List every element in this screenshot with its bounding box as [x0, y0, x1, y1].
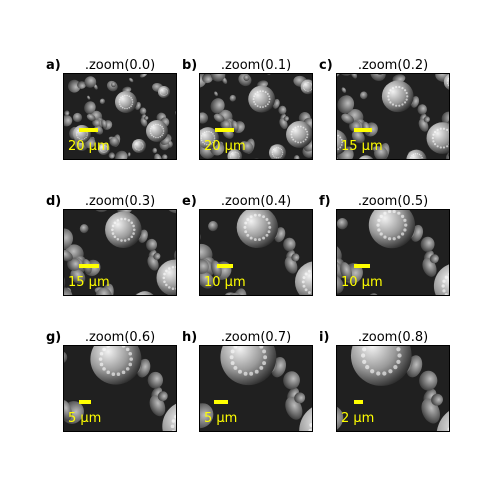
panel-title: .zoom(0.7) — [220, 330, 292, 345]
scale-label: 2 µm — [341, 411, 375, 426]
micrograph-panel: 20 µm — [199, 73, 313, 160]
panel-letter: b) — [182, 58, 198, 73]
panel-letter: c) — [319, 58, 333, 73]
scale-label: 15 µm — [341, 139, 383, 154]
panel-title: .zoom(0.0) — [84, 58, 156, 73]
micrograph-panel: 2 µm — [336, 345, 450, 432]
pollen-micrograph — [63, 209, 177, 296]
pollen-micrograph — [63, 73, 177, 160]
scale-label: 5 µm — [204, 411, 238, 426]
panel-letter: a) — [46, 58, 61, 73]
scale-bar — [354, 400, 363, 404]
scale-label: 5 µm — [68, 411, 102, 426]
panel-title: .zoom(0.5) — [357, 194, 429, 209]
scale-label: 10 µm — [341, 275, 383, 290]
scale-bar — [79, 264, 99, 268]
panel-title: .zoom(0.2) — [357, 58, 429, 73]
panel-title: .zoom(0.4) — [220, 194, 292, 209]
micrograph-panel: 20 µm — [63, 73, 177, 160]
scale-bar — [79, 400, 91, 404]
scale-bar — [354, 264, 370, 268]
scale-bar — [215, 128, 234, 132]
micrograph-panel: 10 µm — [199, 209, 313, 296]
micrograph-panel: 15 µm — [336, 73, 450, 160]
panel-letter: e) — [182, 194, 197, 209]
micrograph-panel: 15 µm — [63, 209, 177, 296]
panel-title: .zoom(0.3) — [84, 194, 156, 209]
scale-bar — [354, 128, 372, 132]
scale-label: 15 µm — [68, 275, 110, 290]
pollen-micrograph — [199, 73, 313, 160]
scale-label: 20 µm — [68, 139, 110, 154]
pollen-micrograph — [199, 345, 313, 432]
scale-bar — [79, 128, 98, 132]
pollen-micrograph — [336, 209, 450, 296]
scale-label: 20 µm — [204, 139, 246, 154]
scale-bar — [214, 400, 228, 404]
micrograph-panel: 5 µm — [63, 345, 177, 432]
scale-bar — [217, 264, 233, 268]
pollen-micrograph — [63, 345, 177, 432]
micrograph-panel: 10 µm — [336, 209, 450, 296]
pollen-micrograph — [199, 209, 313, 296]
pollen-micrograph — [336, 345, 450, 432]
panel-title: .zoom(0.8) — [357, 330, 429, 345]
panel-letter: g) — [46, 330, 62, 345]
panel-letter: d) — [46, 194, 62, 209]
panel-letter: f) — [319, 194, 331, 209]
pollen-micrograph — [336, 73, 450, 160]
panel-letter: h) — [182, 330, 198, 345]
panel-title: .zoom(0.1) — [220, 58, 292, 73]
panel-title: .zoom(0.6) — [84, 330, 156, 345]
panel-letter: i) — [319, 330, 330, 345]
scale-label: 10 µm — [204, 275, 246, 290]
micrograph-panel: 5 µm — [199, 345, 313, 432]
